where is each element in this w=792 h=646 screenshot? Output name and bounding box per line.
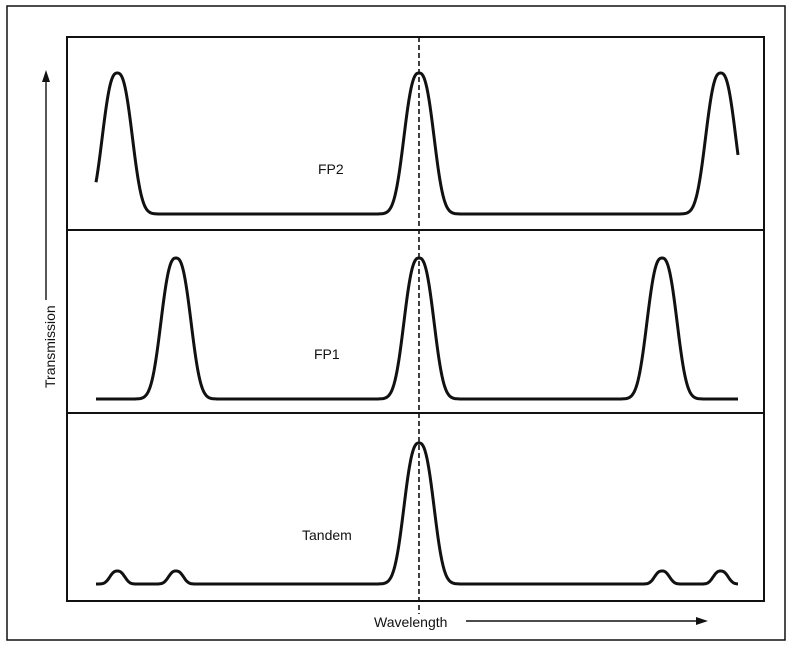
fp1-transmission-curve	[95, 256, 739, 401]
panel-label-tandem: Tandem	[302, 527, 352, 543]
tandem-transmission-curve	[95, 441, 739, 586]
y-axis-label: Transmission	[42, 305, 58, 388]
panel-label-fp1: FP1	[314, 346, 340, 362]
x-axis-label: Wavelength	[374, 614, 447, 630]
y-axis-arrowhead-icon	[42, 70, 50, 82]
figure-border	[6, 5, 786, 641]
fp2-transmission-curve	[94, 71, 740, 216]
plot-frame	[66, 36, 765, 602]
x-axis-arrowhead-icon	[696, 617, 708, 625]
panel-label-fp2: FP2	[318, 161, 344, 177]
